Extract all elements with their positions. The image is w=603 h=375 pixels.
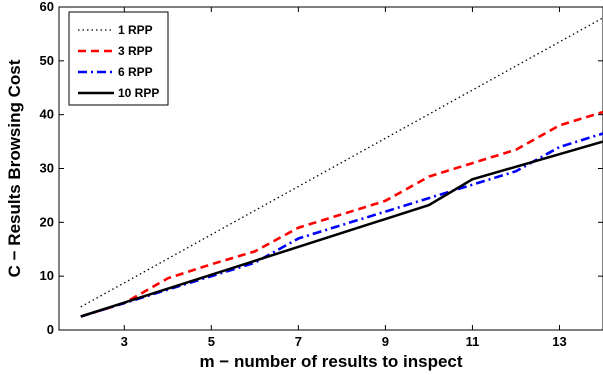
legend-label-3: 10 RPP	[118, 86, 159, 100]
series-line-3	[80, 140, 603, 318]
x-tick-label-5: 13	[552, 334, 566, 349]
x-tick-label-4: 11	[466, 334, 480, 349]
x-tick-label-0: 3	[121, 334, 128, 349]
y-tick-label-3: 30	[40, 161, 54, 176]
legend-label-1: 3 RPP	[118, 44, 153, 58]
legend-label-0: 1 RPP	[118, 23, 153, 37]
y-tick-label-4: 40	[40, 107, 54, 122]
y-axis-title: C − Results Browsing Cost	[5, 59, 24, 277]
x-axis-title: m − number of results to inspect	[199, 352, 462, 371]
series-line-1	[80, 110, 603, 318]
x-tick-label-2: 7	[295, 334, 302, 349]
legend-box	[68, 11, 169, 106]
y-tick-label-2: 20	[40, 214, 54, 229]
legend: 1 RPP 3 RPP 6 RPP 10 RPP	[68, 11, 169, 106]
y-tick-label-5: 50	[40, 53, 54, 68]
series-line-2	[80, 132, 603, 318]
y-tick-label-6: 60	[40, 0, 54, 14]
series-line-0	[80, 17, 603, 308]
y-tick-label-1: 10	[40, 268, 54, 283]
x-tick-label-1: 5	[208, 334, 215, 349]
x-tick-label-3: 9	[382, 334, 389, 349]
y-tick-label-0: 0	[47, 322, 54, 337]
series-lines	[80, 17, 603, 318]
legend-label-2: 6 RPP	[118, 65, 153, 79]
axis-ticks: 3 5 7 9 11 13 0 10 20 30 40 50 60	[40, 0, 603, 349]
